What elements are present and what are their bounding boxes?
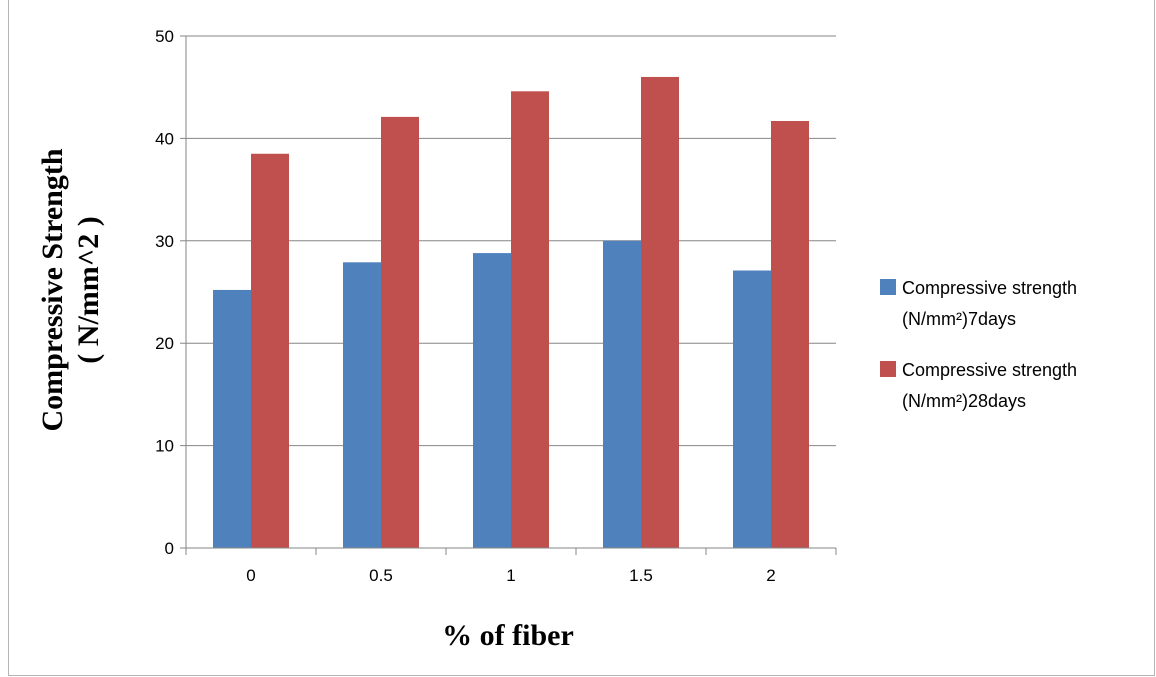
x-tick-label-2: 2 bbox=[766, 566, 775, 585]
bar-series1-2 bbox=[733, 270, 771, 548]
y-tick-label-50: 50 bbox=[155, 27, 174, 46]
y-axis-title-line-2: ( N/mm^2 ) bbox=[72, 216, 105, 363]
y-tick-label-30: 30 bbox=[155, 232, 174, 251]
bar-series2-0.5 bbox=[381, 116, 419, 548]
y-tick-label-10: 10 bbox=[155, 437, 174, 456]
x-axis-title: % of fiber bbox=[442, 619, 574, 652]
legend-swatch-28days bbox=[880, 361, 896, 377]
x-tick-label-1: 1 bbox=[506, 566, 515, 585]
legend-label-7days-line-2: (N/mm²)7days bbox=[902, 309, 1016, 329]
chart-frame bbox=[8, 0, 1155, 676]
y-tick-label-20: 20 bbox=[155, 334, 174, 353]
x-tick-label-1.5: 1.5 bbox=[629, 566, 653, 585]
legend-swatch-7days bbox=[880, 279, 896, 295]
bar-series1-0.5 bbox=[343, 262, 381, 548]
bar-series1-1.5 bbox=[603, 240, 641, 549]
x-tick-label-0: 0 bbox=[246, 566, 255, 585]
y-axis-title-line-1: Compressive Strength bbox=[36, 148, 69, 431]
y-axis-title: Compressive Strength ( N/mm^2 ) bbox=[36, 148, 105, 431]
bar-series2-1 bbox=[511, 91, 549, 549]
y-tick-labels: 0 10 20 30 40 50 bbox=[155, 27, 174, 558]
y-tick-label-0: 0 bbox=[165, 539, 174, 558]
axes bbox=[180, 35, 837, 555]
bar-series1-1 bbox=[473, 253, 511, 548]
bar-series2-1.5 bbox=[641, 76, 679, 549]
legend-label-28days-line-1: Compressive strength bbox=[902, 360, 1077, 380]
bar-series1-0 bbox=[213, 289, 251, 548]
bar-series2-0 bbox=[251, 153, 289, 548]
legend-label-28days-line-2: (N/mm²)28days bbox=[902, 391, 1026, 411]
x-tick-label-0.5: 0.5 bbox=[369, 566, 393, 585]
legend: Compressive strength (N/mm²)7days Compre… bbox=[880, 278, 1077, 411]
x-tick-labels: 0 0.5 1 1.5 2 bbox=[246, 566, 775, 585]
bar-series2-2 bbox=[771, 120, 809, 548]
y-tick-label-40: 40 bbox=[155, 129, 174, 148]
legend-label-7days-line-1: Compressive strength bbox=[902, 278, 1077, 298]
bars bbox=[213, 76, 809, 549]
